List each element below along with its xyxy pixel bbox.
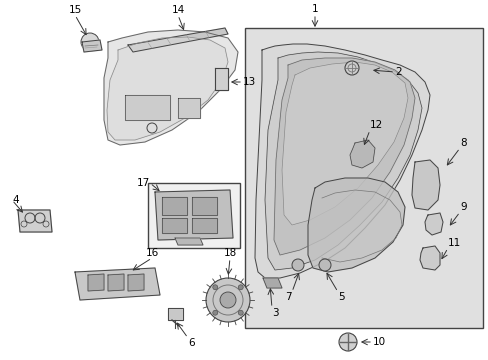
- Polygon shape: [307, 178, 404, 272]
- Text: 18: 18: [223, 248, 236, 258]
- Polygon shape: [107, 37, 227, 140]
- Text: 9: 9: [459, 202, 466, 212]
- Polygon shape: [175, 238, 203, 245]
- Polygon shape: [411, 160, 439, 210]
- Polygon shape: [104, 30, 238, 145]
- Circle shape: [318, 259, 330, 271]
- Text: 2: 2: [394, 67, 401, 77]
- Polygon shape: [254, 44, 429, 278]
- Circle shape: [81, 33, 99, 51]
- Polygon shape: [192, 197, 217, 215]
- Circle shape: [212, 310, 217, 315]
- Polygon shape: [128, 274, 143, 291]
- Text: 11: 11: [447, 238, 460, 248]
- Polygon shape: [424, 213, 442, 235]
- Polygon shape: [178, 98, 200, 118]
- Circle shape: [345, 61, 358, 75]
- Bar: [148, 183, 240, 248]
- Text: 4: 4: [12, 195, 19, 205]
- Bar: [244, 28, 482, 328]
- Polygon shape: [75, 268, 160, 300]
- Polygon shape: [18, 210, 52, 232]
- Polygon shape: [155, 190, 232, 240]
- Text: 8: 8: [459, 138, 466, 148]
- Circle shape: [212, 285, 217, 290]
- Text: 15: 15: [68, 5, 81, 15]
- Circle shape: [220, 292, 236, 308]
- Polygon shape: [82, 40, 102, 52]
- Polygon shape: [125, 95, 170, 120]
- Polygon shape: [273, 58, 414, 255]
- Polygon shape: [215, 68, 227, 90]
- Polygon shape: [162, 218, 186, 233]
- Circle shape: [205, 278, 249, 322]
- Text: 17: 17: [137, 178, 150, 188]
- Text: 1: 1: [311, 4, 318, 14]
- Text: 14: 14: [171, 5, 184, 15]
- Polygon shape: [108, 274, 124, 291]
- Polygon shape: [168, 308, 183, 320]
- Polygon shape: [192, 218, 217, 233]
- Text: 13: 13: [243, 77, 256, 87]
- Polygon shape: [162, 197, 186, 215]
- Polygon shape: [349, 140, 374, 168]
- Polygon shape: [88, 274, 104, 291]
- Text: 12: 12: [369, 120, 383, 130]
- Polygon shape: [264, 52, 421, 270]
- Polygon shape: [419, 246, 439, 270]
- Text: 16: 16: [145, 248, 158, 258]
- Polygon shape: [263, 278, 282, 288]
- Text: 5: 5: [337, 292, 344, 302]
- Text: 3: 3: [271, 308, 278, 318]
- Polygon shape: [282, 62, 407, 225]
- Text: 10: 10: [372, 337, 386, 347]
- Text: 6: 6: [187, 338, 194, 348]
- Polygon shape: [128, 28, 227, 52]
- Text: 7: 7: [285, 292, 291, 302]
- Circle shape: [291, 259, 304, 271]
- Circle shape: [338, 333, 356, 351]
- Circle shape: [238, 310, 243, 315]
- Circle shape: [238, 285, 243, 290]
